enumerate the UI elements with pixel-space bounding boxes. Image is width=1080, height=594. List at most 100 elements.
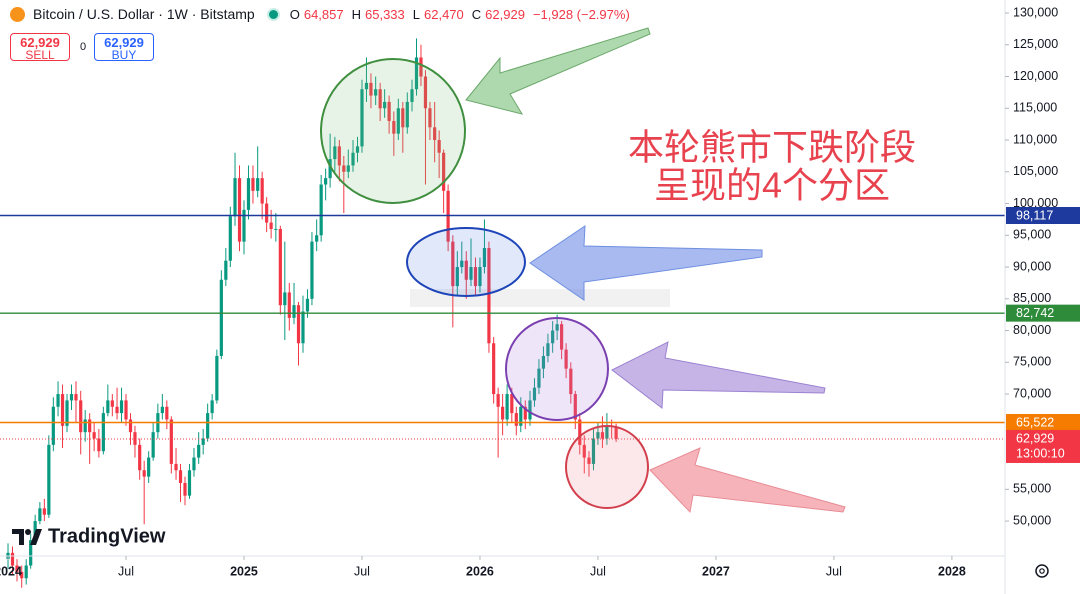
ohlc-key: H (351, 6, 361, 22)
y-tick-label: 105,000 (1013, 164, 1058, 178)
arrow (649, 447, 846, 514)
candle-body (546, 343, 550, 356)
candle-body (101, 413, 105, 452)
candle-body (224, 260, 228, 280)
price-tag (1006, 206, 1080, 224)
candle-body (387, 101, 391, 121)
candle-body (587, 457, 591, 464)
candle-body (147, 457, 151, 477)
candle-body (346, 165, 350, 172)
y-tick-label: 110,000 (1013, 132, 1057, 146)
candle-body (115, 406, 119, 414)
candle-body (24, 565, 28, 579)
y-tick-label: 115,000 (1013, 101, 1057, 115)
candle-body (138, 444, 142, 471)
candle-body (328, 159, 332, 179)
candle-body (537, 368, 541, 388)
candle-body (469, 267, 473, 280)
candle-body (405, 101, 409, 128)
zone-circle (505, 317, 609, 421)
candle-body (60, 394, 65, 426)
candle-body (228, 216, 232, 261)
candle-body (319, 184, 323, 236)
logo: TradingView (12, 525, 166, 547)
candle-body (501, 406, 505, 420)
candle-body (201, 438, 205, 445)
candle-body (92, 432, 96, 439)
candle-body (528, 400, 532, 420)
y-tick-label: 50,000 (1013, 513, 1051, 527)
candle-body (47, 444, 51, 515)
y-tick-label: 95,000 (1013, 228, 1051, 242)
y-tick-label: 70,000 (1013, 386, 1051, 400)
candle-body (374, 89, 378, 96)
candle-body (206, 413, 210, 439)
candle-body (541, 355, 546, 369)
price-tag-label: 82,742 (1016, 306, 1054, 320)
x-tick-label: Jul (118, 564, 134, 578)
candle-body (473, 267, 478, 287)
arrow (529, 225, 763, 301)
change: −1,928 (−2.97%) (532, 6, 630, 22)
candle-body (396, 108, 400, 134)
candle-body (301, 311, 305, 344)
candle-body (305, 298, 310, 312)
y-tick-label: 125,000 (1013, 37, 1058, 51)
candle-body (74, 394, 78, 401)
ohlc-key: C (471, 6, 482, 22)
candle-body (178, 470, 183, 483)
countdown: 13:00:10 (1016, 446, 1065, 460)
candle-body (124, 400, 128, 420)
price-tag (1006, 413, 1080, 431)
market-status (266, 7, 280, 21)
candle-body (614, 426, 618, 439)
candle-body (600, 432, 605, 439)
candle-body (532, 387, 537, 401)
ohlc-value: 64,857 (303, 6, 344, 22)
x-tick-label: 2024 (0, 564, 22, 578)
annotation: 本轮熊市下跌阶段 (628, 127, 916, 168)
candle-body (97, 438, 101, 452)
candle-body (51, 406, 55, 445)
candle-body (591, 438, 596, 464)
candle-body (442, 152, 446, 191)
zone-circle (406, 227, 526, 297)
candle-body (564, 349, 568, 369)
y-tick-label: 55,000 (1013, 482, 1051, 496)
candle-body (256, 178, 260, 191)
candle-body (414, 57, 419, 90)
candle-body (455, 267, 459, 287)
candle-body (419, 57, 423, 77)
candle-body (265, 203, 269, 223)
logo-text: TradingView (48, 525, 166, 547)
zone-circle (320, 58, 466, 204)
candle-body (33, 521, 37, 541)
sell-button[interactable]: 62,929 SELL (10, 33, 70, 62)
ohlc-key: O (289, 6, 300, 22)
candle-body (451, 241, 455, 287)
candle-body (174, 463, 178, 471)
candle-body (20, 571, 24, 579)
y-tick-label: 100,000 (1013, 196, 1058, 210)
candle-body (364, 82, 369, 90)
ohlc-value: 62,470 (424, 6, 464, 22)
zone-circle (565, 425, 649, 509)
candle-body (578, 419, 582, 445)
candle-body (487, 247, 491, 344)
y-tick-label: 80,000 (1013, 323, 1051, 337)
candle-body (65, 400, 69, 426)
candle-body (278, 228, 282, 306)
spread: 0 (80, 41, 87, 53)
y-tick-label: 85,000 (1013, 291, 1051, 305)
candle-body (42, 508, 46, 515)
x-tick-label: 2025 (230, 564, 258, 578)
symbol-icon (10, 6, 25, 22)
settings-icon[interactable] (1035, 564, 1049, 578)
arrow (611, 341, 826, 409)
buy-button[interactable]: 62,929 BUY (94, 33, 154, 62)
candle-body (482, 247, 487, 268)
candle-body (296, 305, 301, 344)
candle-body (292, 305, 296, 318)
ohlc-value: 65,333 (365, 6, 405, 22)
